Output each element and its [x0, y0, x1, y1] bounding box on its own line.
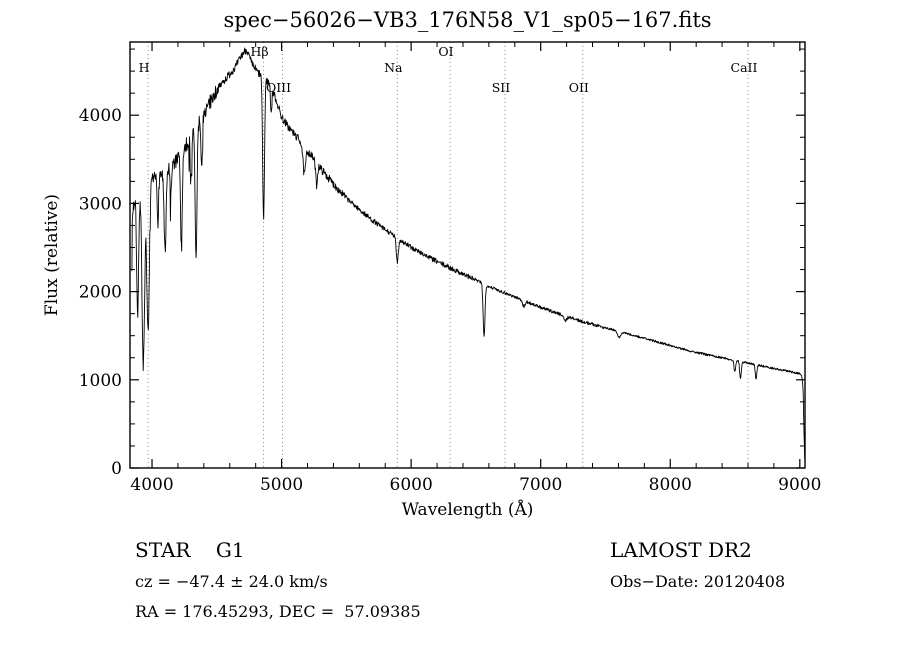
spectral-line-label: SII: [492, 80, 511, 95]
y-tick-label: 3000: [79, 194, 122, 214]
spectrum-line: [131, 47, 806, 459]
x-tick-label: 9000: [778, 475, 821, 495]
x-axis-label: Wavelength (Å): [401, 500, 534, 520]
y-axis-label: Flux (relative): [42, 193, 62, 317]
y-tick-label: 2000: [79, 283, 122, 303]
spectral-line-label: Hβ: [251, 44, 269, 59]
radial-velocity-label: cz = −47.4 ± 24.0 km/s: [135, 572, 328, 591]
x-tick-label: 8000: [649, 475, 692, 495]
chart-title: spec−56026−VB3_176N58_V1_sp05−167.fits: [223, 8, 712, 32]
y-tick-label: 1000: [79, 371, 122, 391]
spectral-line-label: OIII: [266, 80, 291, 95]
x-tick-label: 7000: [519, 475, 562, 495]
obs-date-label: Obs−Date: 20120408: [610, 572, 786, 591]
spectral-line-label: OI: [438, 44, 453, 59]
spectral-line-label: Na: [384, 60, 403, 75]
x-tick-label: 6000: [390, 475, 433, 495]
spectral-line-label: CaII: [731, 60, 758, 75]
y-tick-label: 0: [111, 459, 122, 479]
plot-frame: [129, 41, 806, 469]
x-tick-label: 5000: [260, 475, 303, 495]
classification-label: STAR G1: [135, 538, 245, 562]
spectral-line-label: H: [139, 60, 150, 75]
y-tick-label: 4000: [79, 106, 122, 126]
survey-release-label: LAMOST DR2: [610, 538, 752, 562]
coordinates-label: RA = 176.45293, DEC = 57.09385: [135, 602, 421, 621]
spectral-line-label: OII: [569, 80, 589, 95]
x-tick-label: 4000: [130, 475, 173, 495]
